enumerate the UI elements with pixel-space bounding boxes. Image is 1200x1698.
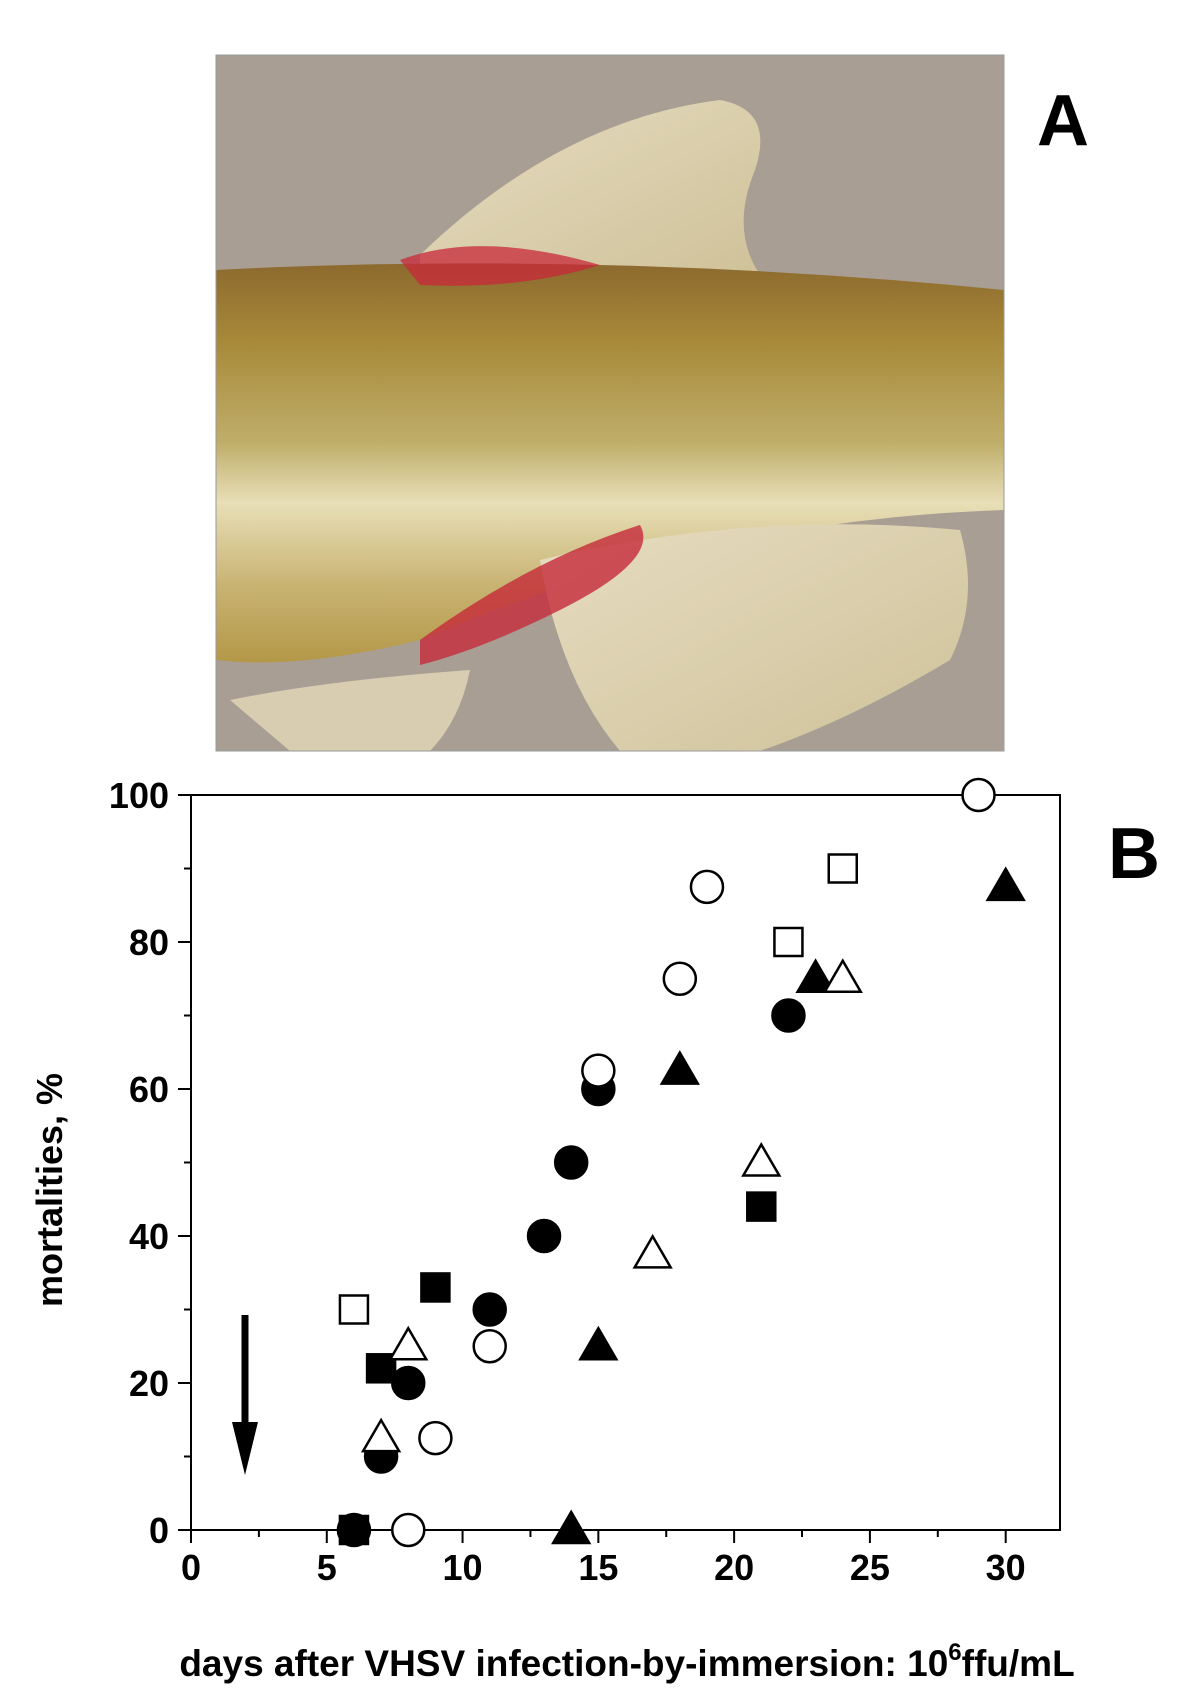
x-tick-label: 0 (181, 1547, 201, 1588)
marker-circle (391, 1365, 426, 1401)
x-tick-label: 5 (317, 1547, 337, 1588)
panel-label: A (1037, 81, 1089, 161)
marker-circle (662, 961, 698, 996)
marker-circle (472, 1329, 507, 1364)
x-axis-label: days after VHSV infection-by-immersion: … (179, 1639, 1074, 1684)
marker-circle (418, 1420, 453, 1456)
x-tick-label: 10 (443, 1547, 483, 1588)
x-axis-label-part: days after VHSV infection-by-immersion: … (179, 1643, 948, 1684)
marker-square (365, 1353, 397, 1384)
marker-triangle (551, 1509, 592, 1545)
y-tick-label: 80 (129, 922, 169, 963)
marker-circle (689, 869, 725, 905)
marker-square (420, 1272, 451, 1303)
marker-square (338, 1294, 370, 1325)
y-tick-label: 20 (129, 1363, 169, 1404)
marker-triangle (360, 1417, 402, 1453)
marker-square (746, 1191, 777, 1222)
marker-circle (581, 1053, 616, 1088)
marker-circle (526, 1218, 562, 1254)
marker-circle (391, 1512, 426, 1548)
y-axis-label: mortalities, % (29, 1073, 70, 1307)
marker-circle (553, 1145, 589, 1180)
x-tick-label: 30 (986, 1547, 1026, 1588)
marker-triangle (578, 1325, 619, 1361)
marker-triangle (388, 1325, 429, 1361)
marker-circle (961, 777, 996, 813)
y-tick-label: 40 (129, 1216, 169, 1257)
marker-circle (472, 1292, 507, 1327)
marker-triangle (741, 1142, 782, 1177)
y-tick-label: 0 (149, 1510, 169, 1551)
arrow (232, 1315, 258, 1475)
y-tick-label: 60 (129, 1069, 169, 1110)
x-tick-label: 20 (714, 1547, 754, 1588)
panel-label: B (1108, 814, 1160, 894)
marker-triangle (795, 958, 836, 993)
x-tick-label: 15 (578, 1547, 618, 1588)
marker-circle (771, 998, 806, 1033)
marker-triangle (659, 1050, 700, 1085)
x-tick-label: 25 (850, 1547, 890, 1588)
x-axis-label-part: ffu/mL (962, 1643, 1075, 1684)
marker-square (338, 1514, 370, 1546)
marker-triangle (632, 1233, 673, 1269)
x-axis-label-sup: 6 (948, 1639, 961, 1666)
marker-square (827, 853, 858, 884)
marker-triangle (822, 958, 863, 993)
plot-frame (190, 794, 1061, 1531)
marker-triangle (985, 866, 1026, 902)
y-tick-label: 100 (109, 775, 169, 816)
marker-square (773, 926, 804, 958)
photo (215, 54, 1005, 752)
